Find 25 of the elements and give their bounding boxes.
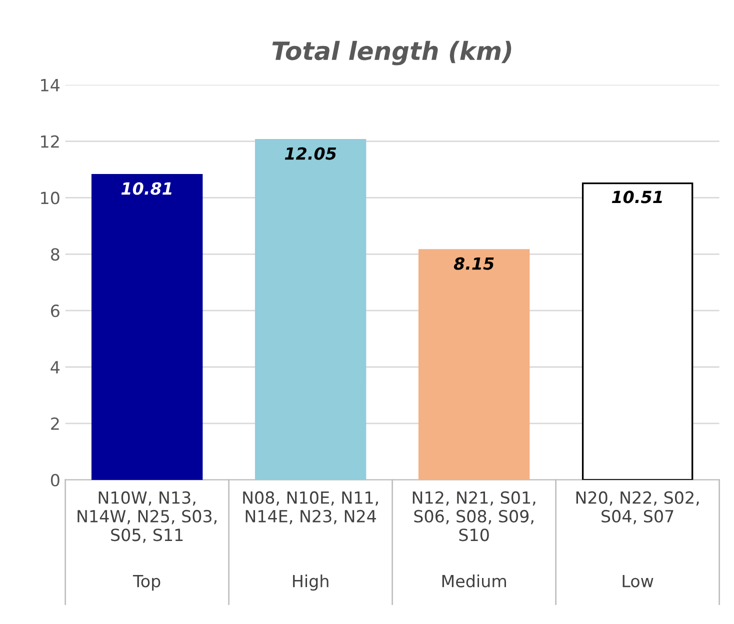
text: Medium [442,574,506,588]
text: Top [132,575,160,591]
y-tick-label: 12 [41,135,59,148]
data-label: 10.51 [612,190,662,204]
bar [418,249,530,480]
chart-title: Total length (km) [272,40,512,66]
x-tick-label: N20, N22, S02, S04, S07 [576,491,699,524]
y-tick-label: 6 [51,304,60,318]
data-label: 12.05 [284,147,336,160]
y-tick-label: 2 [51,417,59,430]
y-tick-label: 0 [50,474,60,486]
y-tick-label: 8 [50,248,60,261]
x-tick-label: N12, N21, S01, S06, S08, S09, S10 [412,491,536,542]
text: Low [622,575,654,588]
x-tick-label: N10W, N13, N14W, N25, S03, S05, S11 [78,491,216,543]
bar [254,139,366,480]
bar [582,182,694,480]
bar [91,174,203,480]
x-tick-label: N08, N10E, N11, N14E, N23, N24 [243,491,378,524]
text: High [293,574,328,591]
data-label: 8.15 [454,257,494,270]
data-label: 10.81 [121,182,172,195]
y-tick-label: 14 [41,79,60,92]
y-tick-label: 4 [50,361,60,374]
y-tick-label: 10 [41,192,60,204]
